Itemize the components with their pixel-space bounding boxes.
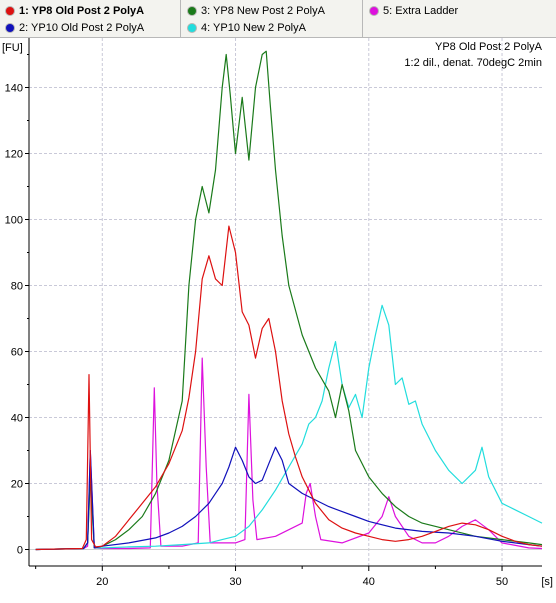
legend-item-2[interactable]: 2: YP10 Old Post 2 PolyA — [6, 19, 144, 37]
x-tick-label: 30 — [229, 576, 241, 588]
chart-grid — [29, 38, 542, 566]
y-tick-label: 40 — [11, 413, 23, 425]
legend-bar: 1: YP8 Old Post 2 PolyA 2: YP10 Old Post… — [0, 0, 556, 38]
series-line — [35, 50, 543, 551]
legend-separator — [180, 0, 181, 38]
y-axis-ticks: 0 20 40 60 80 100 120 140 — [5, 54, 29, 557]
legend-item-4[interactable]: 4: YP10 New 2 PolyA — [188, 19, 306, 37]
legend-label-5: 5: Extra Ladder — [383, 5, 459, 17]
y-tick-label: 140 — [5, 83, 23, 95]
legend-item-3[interactable]: 3: YP8 New Post 2 PolyA — [188, 2, 325, 20]
y-tick-label: 80 — [11, 281, 23, 293]
y-tick-label: 100 — [5, 215, 23, 227]
x-axis-ticks: 20 30 40 50 — [35, 566, 508, 588]
legend-label-1: 1: YP8 Old Post 2 PolyA — [19, 5, 145, 17]
series-line — [35, 357, 543, 551]
x-tick-label: 40 — [363, 576, 375, 588]
y-tick-label: 20 — [11, 479, 23, 491]
x-tick-label: 20 — [96, 576, 108, 588]
y-tick-label: 60 — [11, 347, 23, 359]
legend-dot-4 — [188, 24, 196, 32]
chart-series — [35, 50, 543, 551]
legend-item-5[interactable]: 5: Extra Ladder — [370, 2, 458, 20]
y-tick-label: 0 — [17, 545, 23, 557]
legend-dot-5 — [370, 7, 378, 15]
series-line — [35, 446, 543, 551]
legend-label-3: 3: YP8 New Post 2 PolyA — [201, 5, 325, 17]
legend-label-4: 4: YP10 New 2 PolyA — [201, 22, 306, 34]
x-tick-label: 50 — [496, 576, 508, 588]
legend-dot-2 — [6, 24, 14, 32]
electropherogram-chart: 0 20 40 60 80 100 120 140 20 30 40 50 [FU] [s] YP8… — [0, 38, 556, 603]
series-line — [35, 225, 543, 551]
legend-separator — [362, 0, 363, 38]
x-axis-label: [s] — [541, 576, 553, 588]
legend-item-1[interactable]: 1: YP8 Old Post 2 PolyA — [6, 2, 144, 20]
y-axis-label: [FU] — [2, 42, 23, 54]
chart-subtitle: 1:2 dil., denat. 70degC 2min — [404, 57, 542, 69]
chart-background — [0, 38, 556, 603]
legend-dot-3 — [188, 7, 196, 15]
chart-title: YP8 Old Post 2 PolyA — [435, 41, 543, 53]
legend-label-2: 2: YP10 Old Post 2 PolyA — [19, 22, 145, 34]
legend-dot-1 — [6, 7, 14, 15]
y-tick-label: 120 — [5, 149, 23, 161]
